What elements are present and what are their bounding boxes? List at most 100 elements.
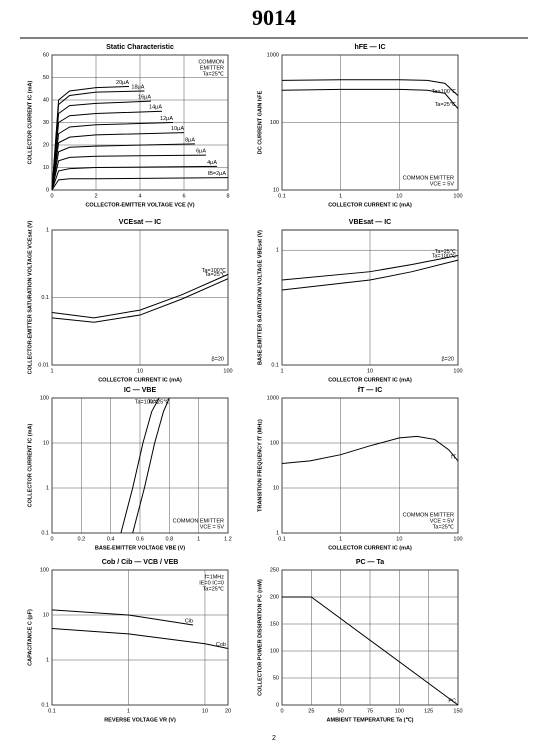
- x-tick-label: 10: [396, 193, 402, 199]
- y-axis-label: COLLECTOR CURRENT IC (mA): [27, 424, 33, 508]
- curve-label: 10μA: [171, 126, 184, 132]
- chart-title: IC — VBE: [124, 387, 157, 394]
- y-tick-label: 50: [43, 75, 49, 81]
- curve: [281, 254, 459, 281]
- y-tick-label: 200: [270, 594, 279, 600]
- y-tick-label: 0.1: [271, 362, 279, 368]
- curve-label: 8μA: [185, 137, 195, 143]
- curve-label: PC: [448, 698, 456, 704]
- x-tick-label: 100: [453, 193, 462, 199]
- annotation: Ta=25℃: [203, 586, 225, 592]
- y-axis-label: CAPACITANCE C (pF): [27, 609, 33, 666]
- x-axis-label: COLLECTOR CURRENT IC (mA): [328, 545, 412, 551]
- y-axis-label: DC CURRENT GAIN hFE: [257, 90, 263, 154]
- curve-label: Ta=25℃: [205, 272, 227, 278]
- curve-label: Ta=25℃: [435, 102, 457, 108]
- y-axis-label: BASE-EMITTER SATURATION VOLTAGE VBEsat (…: [257, 230, 263, 365]
- y-tick-label: 100: [270, 120, 279, 126]
- annotation: VCE = 5V: [200, 524, 225, 530]
- curve: [281, 79, 459, 97]
- x-axis-label: COLLECTOR-EMITTER VOLTAGE VCE (V): [85, 202, 194, 208]
- curve-label: 18μA: [131, 84, 144, 90]
- x-tick-label: 10: [202, 708, 208, 714]
- x-tick-label: 100: [453, 368, 462, 374]
- curve-label: fT: [451, 454, 457, 460]
- x-tick-label: 1: [197, 536, 200, 542]
- x-tick-label: 0.1: [278, 536, 286, 542]
- x-tick-label: 2: [94, 193, 97, 199]
- y-tick-label: 150: [270, 621, 279, 627]
- annotation: COMMON EMITTER: [403, 175, 454, 181]
- curve: [51, 154, 207, 191]
- y-tick-label: 10: [43, 440, 49, 446]
- annotation: EMITTER: [200, 65, 224, 71]
- y-tick-label: 0.1: [41, 530, 49, 536]
- curve-label: 20μA: [116, 80, 129, 86]
- x-tick-label: 0.1: [278, 193, 286, 199]
- x-tick-label: 0.8: [166, 536, 174, 542]
- chart-title: VCEsat — IC: [119, 219, 161, 226]
- curve-label: Cob: [216, 642, 226, 648]
- page-title: 9014: [252, 5, 296, 30]
- curve-label: Cib: [185, 618, 193, 624]
- x-tick-label: 10: [367, 368, 373, 374]
- y-tick-label: 250: [270, 567, 279, 573]
- annotation: IE=0 IC=0: [199, 580, 224, 586]
- curve: [51, 122, 174, 191]
- annotation: β=20: [442, 356, 455, 362]
- y-tick-label: 10: [273, 187, 279, 193]
- x-axis-label: AMBIENT TEMPERATURE Ta (℃): [327, 716, 414, 723]
- x-axis-label: COLLECTOR CURRENT IC (mA): [328, 377, 412, 383]
- annotation: VCE = 5V: [430, 181, 455, 187]
- y-tick-label: 30: [43, 120, 49, 126]
- y-tick-label: 40: [43, 97, 49, 103]
- x-tick-label: 0: [50, 193, 53, 199]
- y-tick-label: 0: [276, 702, 279, 708]
- x-tick-label: 0.2: [78, 536, 86, 542]
- x-tick-label: 20: [225, 708, 231, 714]
- curve: [281, 435, 459, 465]
- curve: [51, 273, 229, 319]
- y-tick-label: 0.01: [38, 362, 49, 368]
- y-axis-label: TRANSITION FREQUENCY fT (MHz): [257, 419, 263, 512]
- page-number: 2: [272, 735, 276, 742]
- x-tick-label: 6: [182, 193, 185, 199]
- curve: [51, 628, 229, 649]
- curve: [51, 90, 145, 191]
- x-tick-label: 75: [367, 708, 373, 714]
- y-tick-label: 1000: [267, 52, 279, 58]
- curve-label: Ta=100℃: [432, 89, 457, 95]
- curve: [51, 132, 185, 191]
- annotation: COMMON: [198, 59, 224, 65]
- y-tick-label: 50: [273, 675, 279, 681]
- curve-label: 16μA: [138, 95, 151, 101]
- x-tick-label: 8: [226, 193, 229, 199]
- x-tick-label: 1.2: [224, 536, 232, 542]
- y-tick-label: 1: [276, 530, 279, 536]
- y-tick-label: 1: [46, 485, 49, 491]
- y-tick-label: 100: [40, 395, 49, 401]
- y-tick-label: 1000: [267, 395, 279, 401]
- x-tick-label: 10: [396, 536, 402, 542]
- y-axis-label: COLLECTOR-EMITTER SATURATION VOLTAGE VCE…: [27, 220, 33, 374]
- y-tick-label: 100: [270, 440, 279, 446]
- x-axis-label: COLLECTOR CURRENT IC (mA): [98, 377, 182, 383]
- curve: [51, 609, 194, 626]
- curve: [51, 165, 218, 191]
- y-tick-label: 20: [43, 142, 49, 148]
- curve: [132, 397, 170, 534]
- x-tick-label: 25: [308, 708, 314, 714]
- y-tick-label: 10: [43, 612, 49, 618]
- x-tick-label: 125: [424, 708, 433, 714]
- curve: [282, 596, 459, 706]
- x-tick-label: 0.1: [48, 708, 56, 714]
- x-tick-label: 100: [453, 536, 462, 542]
- x-tick-label: 0: [50, 536, 53, 542]
- x-tick-label: 1: [127, 708, 130, 714]
- x-tick-label: 1: [339, 536, 342, 542]
- annotation: COMMON EMITTER: [173, 518, 224, 524]
- y-tick-label: 10: [273, 485, 279, 491]
- curve: [281, 259, 459, 291]
